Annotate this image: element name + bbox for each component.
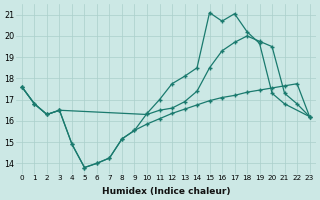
X-axis label: Humidex (Indice chaleur): Humidex (Indice chaleur) [101, 187, 230, 196]
